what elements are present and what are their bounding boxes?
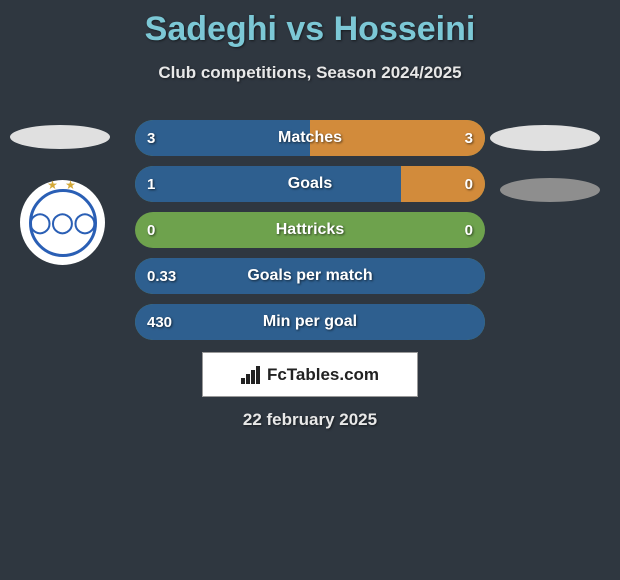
club-badge-inner: ★ ★ ◯◯◯ [29,189,97,257]
stat-label: Matches [135,120,485,156]
stat-label: Goals per match [135,258,485,294]
stat-bar-row: 430Min per goal [135,304,485,340]
club-badge: ★ ★ ◯◯◯ [20,180,105,265]
stats-bars: 33Matches 10Goals 00Hattricks 0.33Goals per… [135,120,485,350]
stat-label: Min per goal [135,304,485,340]
club-rings-icon: ◯◯◯ [29,210,96,235]
stat-bar-row: 10Goals [135,166,485,202]
club-stars-icon: ★ ★ [47,178,78,192]
player-oval-left [10,125,110,149]
stat-label: Hattricks [135,212,485,248]
player-oval-right-mid [500,178,600,202]
page-subtitle: Club competitions, Season 2024/2025 [0,63,620,83]
watermark-text: FcTables.com [267,365,379,385]
page-title: Sadeghi vs Hosseini [0,0,620,49]
player-oval-right-top [490,125,600,151]
footer-date: 22 february 2025 [0,410,620,430]
bar-chart-icon [241,366,261,384]
stat-label: Goals [135,166,485,202]
stat-bar-row: 0.33Goals per match [135,258,485,294]
stat-bar-row: 00Hattricks [135,212,485,248]
page-root: Sadeghi vs Hosseini Club competitions, S… [0,0,620,580]
stat-bar-row: 33Matches [135,120,485,156]
watermark: FcTables.com [202,352,418,397]
